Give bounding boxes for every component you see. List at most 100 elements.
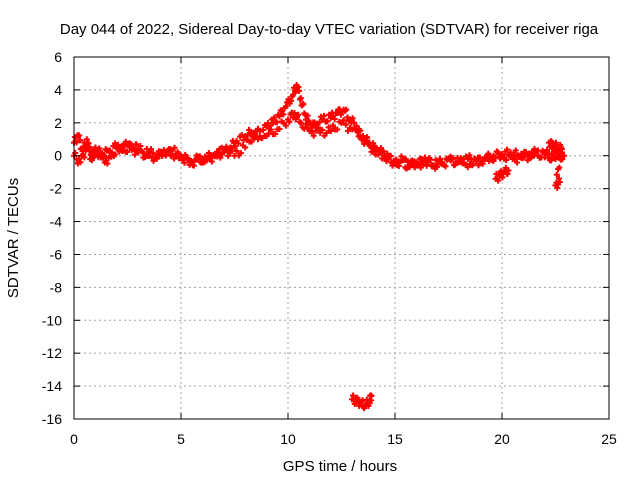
data-point [208,158,215,165]
data-point [381,152,388,159]
data-point [504,146,511,153]
data-point [86,144,93,151]
data-point [331,115,338,122]
data-point [357,127,364,134]
data-point [276,126,283,133]
data-point [325,124,332,131]
data-point [160,147,167,154]
data-point [271,114,278,121]
data-point [126,140,133,147]
data-point [287,97,294,104]
data-point [426,154,433,161]
series-riga-secondary [71,109,568,171]
data-point [558,146,565,153]
data-point [235,140,242,147]
data-point [308,128,315,135]
x-tick-label: 10 [280,431,296,447]
data-point [195,153,202,160]
data-point [436,155,443,162]
data-point [552,139,559,146]
data-point [511,155,518,162]
data-point [222,146,229,153]
data-point [130,145,137,152]
data-point [396,159,403,166]
data-point [342,121,349,128]
y-tick-label: -12 [42,345,62,361]
data-point [546,150,553,157]
data-point [387,152,394,159]
data-point [257,128,264,135]
data-point [441,162,448,169]
data-point [290,91,297,98]
data-point [173,151,180,158]
data-point [417,164,424,171]
data-point [112,151,119,158]
data-point [370,147,377,154]
data-point [165,149,172,156]
data-point [119,148,126,155]
data-point [484,152,491,159]
data-point [499,152,505,159]
data-point [188,159,195,166]
x-tick-label: 5 [177,431,185,447]
data-point [343,106,350,113]
data-point [556,179,563,186]
data-point [297,119,304,126]
data-point [404,158,411,165]
data-point [184,154,191,161]
series-riga-segment-late [492,138,565,191]
data-point [505,167,512,174]
data-point [76,155,83,162]
data-point [353,125,360,132]
data-point [327,128,334,135]
y-tick-label: -10 [42,312,62,328]
data-point [533,148,540,155]
data-point [329,122,336,129]
data-point [513,159,520,166]
data-point [522,151,529,158]
data-point [100,151,107,158]
data-point [351,401,358,408]
plot-frame [73,56,610,420]
data-point [81,154,88,161]
data-point [543,147,550,154]
data-point [280,111,287,118]
data-point [72,149,79,156]
series-riga-outlier [349,392,375,412]
y-tick-label: 2 [54,115,62,131]
data-point [349,115,356,122]
data-point [133,141,140,148]
data-point [156,152,163,159]
data-point [279,108,286,115]
y-tick-label: 0 [54,148,62,164]
data-point [555,166,562,173]
y-tick-label: 6 [54,49,62,65]
data-point [131,151,138,158]
data-point [495,177,502,184]
data-point [301,125,308,132]
data-point [205,149,212,156]
data-point [310,132,317,139]
data-point [466,152,473,159]
x-tick-label: 0 [70,431,78,447]
data-point [141,151,148,158]
data-point [479,160,486,167]
y-tick-label: -4 [50,214,63,230]
data-point [537,154,544,161]
data-point [366,142,373,149]
data-point [304,124,311,131]
data-point [350,392,357,399]
data-point [418,155,425,162]
x-tick-label: 20 [494,431,510,447]
data-point [135,146,142,153]
x-tick-label: 15 [387,431,403,447]
data-point [324,118,331,125]
data-point [137,143,144,150]
data-point [464,164,471,171]
data-point [82,148,89,155]
data-point [225,152,232,159]
data-point [553,171,560,178]
data-point [469,162,476,169]
data-point [83,136,90,143]
y-axis-title: SDTVAR / TECUs [5,178,22,298]
